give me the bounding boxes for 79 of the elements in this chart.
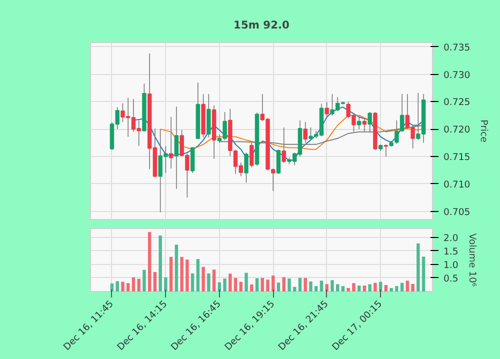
bar xyxy=(186,260,189,292)
bar xyxy=(244,272,248,292)
bar xyxy=(266,280,270,292)
bar xyxy=(288,278,291,292)
y-tick-label: 0.725 xyxy=(444,97,470,108)
bar xyxy=(158,236,162,292)
bar xyxy=(121,282,124,292)
bar xyxy=(293,286,296,292)
candlestick xyxy=(174,106,179,190)
bar xyxy=(341,286,345,292)
bar xyxy=(411,284,414,292)
bar xyxy=(325,284,328,292)
bar xyxy=(390,288,393,292)
y-tick-label: 0.730 xyxy=(444,70,470,81)
bar xyxy=(395,286,398,292)
bar xyxy=(228,274,232,292)
bar xyxy=(190,273,194,292)
bar xyxy=(400,282,404,292)
y-axis-title: Volume 10⁶ xyxy=(466,233,478,287)
bar xyxy=(298,278,302,292)
bar xyxy=(202,266,205,292)
y-tick-label: 0.735 xyxy=(444,42,470,54)
bar xyxy=(164,277,168,292)
bar xyxy=(336,284,340,292)
bar xyxy=(126,283,130,292)
candlestick xyxy=(324,102,329,119)
bar xyxy=(314,286,318,292)
bar xyxy=(116,281,119,292)
candlestick xyxy=(244,152,248,184)
y-tick-label: 0.720 xyxy=(444,124,470,136)
bar xyxy=(346,288,350,292)
bar xyxy=(250,284,254,292)
bar xyxy=(196,259,200,292)
bar xyxy=(239,282,243,292)
bar xyxy=(260,278,264,292)
chart-title: 15m 92.0 xyxy=(234,18,290,32)
bar xyxy=(304,278,307,292)
bar xyxy=(142,270,146,292)
bar xyxy=(422,256,426,292)
bar xyxy=(223,278,226,292)
bar xyxy=(368,284,372,292)
bar xyxy=(416,243,420,292)
bar xyxy=(309,281,312,292)
bar xyxy=(207,273,210,292)
y-tick-label: 1.5 xyxy=(444,246,458,258)
bar xyxy=(234,278,238,292)
bar xyxy=(384,285,388,292)
bar xyxy=(153,272,157,292)
y-axis-title: Price xyxy=(478,120,490,143)
bar xyxy=(169,256,173,292)
bar xyxy=(180,256,184,292)
bar xyxy=(362,286,366,292)
candlestick xyxy=(356,116,362,130)
y-tick-label: 0.715 xyxy=(444,152,470,163)
bar xyxy=(330,280,334,292)
bar xyxy=(320,280,324,292)
y-tick-label: 1.0 xyxy=(444,260,458,271)
y-tick-label: 0.710 xyxy=(444,179,470,190)
candlestick xyxy=(384,144,388,157)
bar xyxy=(255,278,259,292)
bar xyxy=(352,283,356,292)
bar xyxy=(272,276,275,292)
bar xyxy=(282,277,286,292)
bar xyxy=(357,286,361,292)
y-tick-label: 2.0 xyxy=(444,232,458,244)
candlestick xyxy=(271,168,276,192)
bar xyxy=(276,282,280,292)
y-tick-label: 0.5 xyxy=(444,273,458,284)
bar xyxy=(212,270,216,292)
bar xyxy=(406,280,410,292)
bar xyxy=(374,282,377,292)
candlestick xyxy=(276,148,281,174)
y-tick-label: 0.705 xyxy=(444,206,470,218)
bar xyxy=(132,277,136,292)
bar xyxy=(137,278,140,292)
candlestick xyxy=(168,116,174,169)
bar xyxy=(148,232,152,292)
candlestick xyxy=(190,146,195,174)
bar xyxy=(174,244,178,292)
